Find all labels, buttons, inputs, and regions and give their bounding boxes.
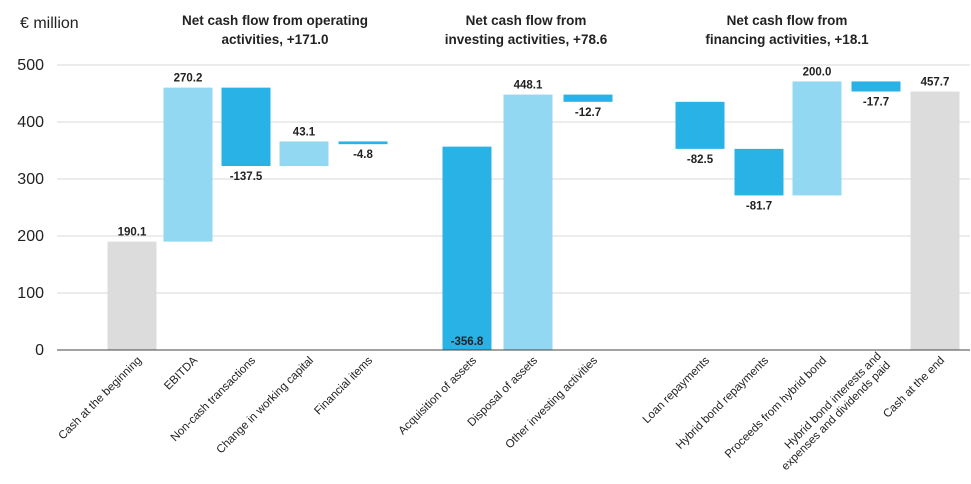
group-title: Net cash flow from financing activities, …: [705, 13, 869, 47]
bar: [675, 101, 725, 149]
data-label: -17.7: [863, 97, 889, 109]
unit-label: € million: [20, 15, 79, 32]
group-title: Net cash flow from investing activities, …: [445, 13, 608, 47]
data-label: 270.2: [174, 73, 203, 85]
bar: [851, 81, 901, 92]
bar: [221, 87, 271, 167]
y-tick-label: 200: [17, 228, 44, 245]
bar: [910, 91, 960, 350]
data-label: 43.1: [293, 126, 316, 138]
category-label: Acquisition of assets: [397, 354, 480, 437]
y-tick-label: 500: [17, 57, 44, 74]
data-label: -12.7: [575, 107, 601, 119]
y-tick-label: 400: [17, 114, 44, 131]
bar: [792, 81, 842, 196]
bar: [734, 148, 784, 196]
data-label: 190.1: [118, 227, 147, 239]
category-label: EBITDA: [162, 354, 200, 392]
category-label: Cash at the end: [881, 355, 947, 421]
data-label: 457.7: [921, 77, 950, 89]
data-label: 200.0: [803, 66, 832, 78]
data-label: -82.5: [687, 154, 714, 166]
y-tick-label: 0: [35, 342, 44, 359]
bar: [442, 146, 492, 350]
data-label: 448.1: [514, 80, 543, 92]
bar: [563, 94, 613, 102]
bar: [163, 87, 213, 242]
data-label: -4.8: [353, 149, 373, 161]
bar: [338, 141, 388, 145]
bar: [279, 141, 329, 167]
bars: [107, 81, 960, 350]
category-label: Financial items: [312, 354, 375, 417]
data-label: -137.5: [230, 171, 263, 183]
bar: [503, 94, 553, 350]
category-label: Hybrid bond interests andexpenses and di…: [770, 350, 893, 473]
group-title: Net cash flow from operating activities, …: [182, 13, 368, 47]
y-axis-ticks: 0 100 200 300 400 500: [17, 57, 44, 359]
y-tick-label: 100: [17, 285, 44, 302]
category-label: Cash at the beginning: [57, 355, 145, 443]
y-tick-label: 300: [17, 171, 44, 188]
data-label: -81.7: [746, 200, 772, 212]
group-titles: Net cash flow from operating activities, …: [182, 13, 869, 47]
data-label: -356.8: [451, 336, 484, 348]
category-label: Change in working capital: [215, 355, 317, 457]
data-labels: 190.1 270.2 -137.5 43.1 -4.8 -356.8 448.1 -12.7…: [118, 66, 950, 348]
bar: [107, 241, 157, 350]
